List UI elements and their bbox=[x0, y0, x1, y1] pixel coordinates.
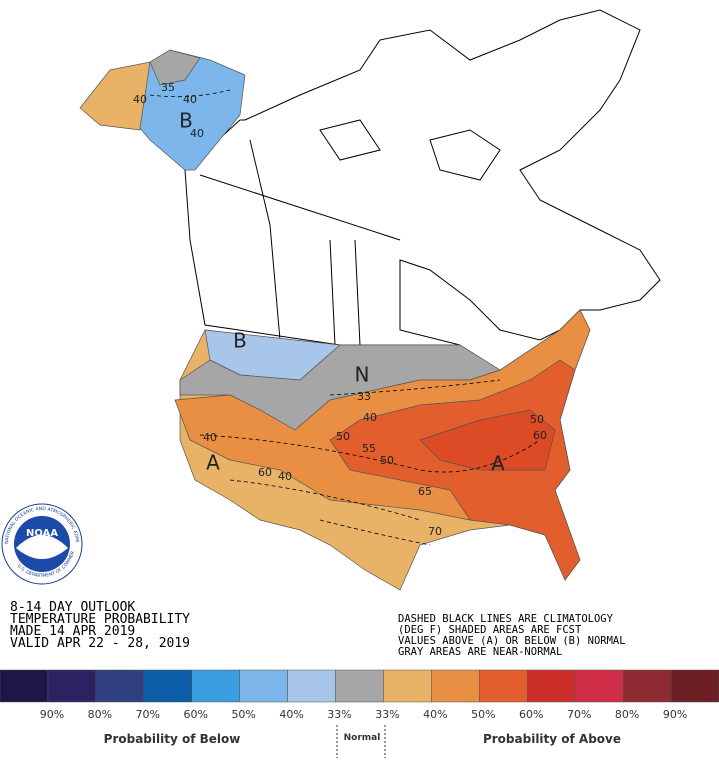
map-label: B bbox=[179, 109, 193, 133]
legend-label: 60% bbox=[519, 708, 543, 721]
legend-swatch bbox=[335, 669, 384, 703]
legend-label: 40% bbox=[423, 708, 447, 721]
map-label: 35 bbox=[161, 81, 175, 94]
map-label: N bbox=[355, 363, 370, 387]
legend-swatch bbox=[622, 669, 672, 703]
alaska-shading bbox=[79, 49, 246, 171]
legend-swatch bbox=[143, 669, 192, 703]
legend-label: 80% bbox=[615, 708, 639, 721]
map-label: B bbox=[233, 329, 247, 353]
map-label: 40 bbox=[363, 411, 377, 424]
climatology-lines bbox=[149, 89, 541, 546]
map-label: A bbox=[206, 451, 220, 475]
logo-name: NOAA bbox=[26, 528, 58, 539]
legend-label: 50% bbox=[471, 708, 495, 721]
note-line: (DEG F) SHADED AREAS ARE FCST bbox=[398, 624, 582, 636]
legend-swatch bbox=[47, 669, 97, 703]
legend-label: 90% bbox=[40, 708, 64, 721]
note-line: VALUES ABOVE (A) OR BELOW (B) NORMAL bbox=[398, 635, 626, 647]
map-label: 33 bbox=[357, 390, 371, 403]
legend-below: Probability of Below bbox=[104, 732, 241, 746]
logo-ring-top-text: NATIONAL OCEANIC AND ATMOSPHERIC ADMINIS… bbox=[0, 0, 80, 544]
header-line: MADE 14 APR 2019 bbox=[10, 624, 135, 639]
legend-label: 70% bbox=[567, 708, 591, 721]
legend-label: 50% bbox=[231, 708, 255, 721]
map-label: 65 bbox=[418, 485, 432, 498]
legend-label: 70% bbox=[136, 708, 160, 721]
legend-swatch bbox=[527, 669, 576, 703]
map-label: A bbox=[491, 452, 505, 476]
legend-label: 90% bbox=[663, 708, 687, 721]
map-label: 40 bbox=[183, 93, 197, 106]
note-line: DASHED BLACK LINES ARE CLIMATOLOGY bbox=[398, 613, 614, 625]
logo-ring-top: NATIONAL OCEANIC AND ATMOSPHERIC ADMINIS… bbox=[0, 0, 80, 544]
legend-label: 40% bbox=[279, 708, 303, 721]
legend-swatch bbox=[383, 669, 432, 703]
legend-swatch bbox=[191, 669, 240, 703]
logo-bird bbox=[16, 535, 68, 559]
legend-swatch bbox=[670, 669, 719, 703]
map-label: 40 bbox=[203, 431, 217, 444]
logo-ring-bottom-text: U.S. DEPARTMENT OF COMMERCE bbox=[0, 0, 76, 579]
note-line: GRAY AREAS ARE NEAR-NORMAL bbox=[398, 646, 562, 658]
legend-label: 60% bbox=[184, 708, 208, 721]
legend-label: 80% bbox=[88, 708, 112, 721]
conus-shading bbox=[174, 309, 591, 591]
logo-ring-bottom: U.S. DEPARTMENT OF COMMERCE bbox=[0, 0, 76, 579]
map-label: 70 bbox=[428, 525, 442, 538]
legend-normal: Normal bbox=[344, 733, 381, 743]
legend-label: 33% bbox=[327, 708, 351, 721]
map-label: 55 bbox=[362, 442, 376, 455]
header-line: 8-14 DAY OUTLOOK bbox=[10, 600, 135, 615]
legend-above: Probability of Above bbox=[483, 732, 621, 746]
map-label: 50 bbox=[530, 413, 544, 426]
map-label: 60 bbox=[258, 466, 272, 479]
legend-swatch bbox=[0, 669, 49, 703]
header-line: VALID APR 22 - 28, 2019 bbox=[10, 636, 190, 651]
legend-swatch bbox=[431, 669, 480, 703]
legend-swatch bbox=[95, 669, 145, 703]
map-label: 60 bbox=[533, 429, 547, 442]
legend-swatch bbox=[287, 669, 336, 703]
basemap bbox=[184, 9, 661, 346]
map-label: 40 bbox=[278, 470, 292, 483]
header-line: TEMPERATURE PROBABILITY bbox=[10, 612, 190, 627]
map-label: 40 bbox=[133, 93, 147, 106]
legend-swatch bbox=[239, 669, 288, 703]
legend-swatch bbox=[479, 669, 528, 703]
legend-label: 33% bbox=[375, 708, 399, 721]
map-label: 50 bbox=[336, 430, 350, 443]
map-label: 50 bbox=[380, 454, 394, 467]
map-label: 40 bbox=[190, 127, 204, 140]
legend-swatch bbox=[574, 669, 624, 703]
